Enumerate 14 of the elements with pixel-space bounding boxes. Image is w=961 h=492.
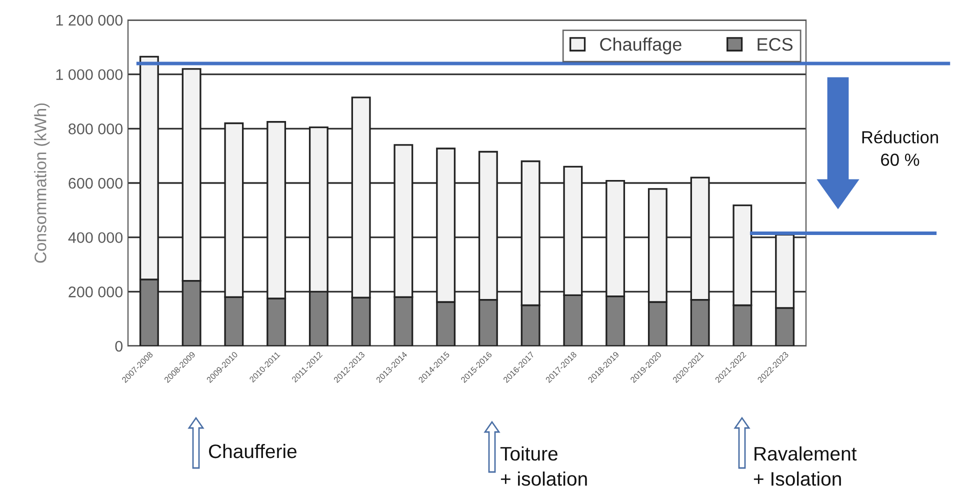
y-tick-label: 1 200 000 [56,14,123,26]
y-tick-label: 600 000 [68,178,123,189]
text: Chaufferie [208,444,297,458]
legend-label: Chauffage [600,38,682,54]
y-tick-label: 0 [115,340,123,352]
text: Toiture + isolation [500,446,587,486]
y-tick-label: 400 000 [68,232,123,244]
y-axis-title: Consommation (kWh) [34,103,50,263]
y-tick-label: 200 000 [68,286,123,298]
text: Réduction 60 % [862,130,938,166]
legend-label: ECS [758,38,793,51]
text: Ravalement + Isolation [754,446,857,486]
y-tick-label: 800 000 [68,124,123,134]
y-tick-label: 1 000 000 [56,69,123,80]
